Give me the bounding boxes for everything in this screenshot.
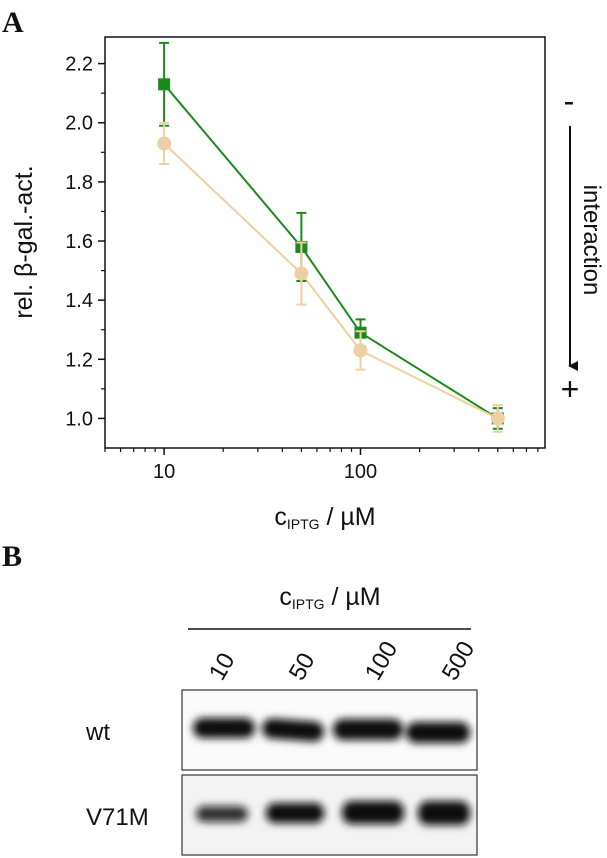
x-axis-label: cIPTG / µM: [274, 503, 375, 532]
annotation-plus: +: [561, 371, 580, 407]
row-label: wt: [85, 719, 110, 746]
y-tick-label: 1.2: [65, 349, 93, 371]
band: [262, 718, 324, 742]
series-line: [163, 83, 499, 420]
plot-frame: [104, 36, 546, 449]
band: [342, 801, 404, 824]
panel-label: B: [2, 540, 22, 573]
band: [193, 718, 255, 738]
header-rest: / µM: [325, 583, 381, 611]
header-sub: IPTG: [292, 596, 325, 612]
x-label-sub: IPTG: [287, 516, 320, 532]
y-tick-label: 1.6: [65, 231, 93, 253]
lane-label: 50: [284, 648, 321, 685]
y-tick-label: 1.8: [65, 172, 93, 194]
y-tick-label: 2.2: [65, 54, 93, 76]
marker: [294, 266, 309, 281]
y-axis-label: rel. β-gal.-act.: [10, 165, 38, 318]
marker: [353, 343, 368, 358]
band: [333, 719, 403, 740]
band: [196, 806, 248, 822]
x-tick-label: 100: [344, 461, 377, 483]
lane-label: 100: [360, 637, 403, 685]
band: [418, 801, 470, 825]
series-line: [163, 142, 499, 420]
annotation-minus: -: [564, 83, 575, 119]
annotation-text: interaction: [578, 185, 605, 296]
lane-label: 10: [204, 648, 241, 685]
y-tick-label: 1.0: [65, 408, 93, 430]
bands: [193, 718, 470, 825]
marker: [157, 136, 172, 151]
marker: [490, 411, 505, 426]
band: [406, 722, 470, 743]
y-tick-label: 1.4: [65, 290, 93, 312]
x-label-rest: / µM: [320, 503, 376, 531]
row-label: V71M: [86, 804, 149, 831]
lane-label: 500: [437, 637, 480, 685]
blot-header: cIPTG / µM: [279, 583, 380, 612]
marker: [158, 78, 171, 91]
x-tick-label: 10: [153, 461, 175, 483]
blot: [181, 689, 478, 856]
panel-label: A: [2, 6, 24, 39]
y-tick-label: 2.0: [65, 113, 93, 135]
band: [266, 803, 324, 823]
header-main: c: [279, 583, 292, 611]
x-label-main: c: [274, 503, 287, 531]
